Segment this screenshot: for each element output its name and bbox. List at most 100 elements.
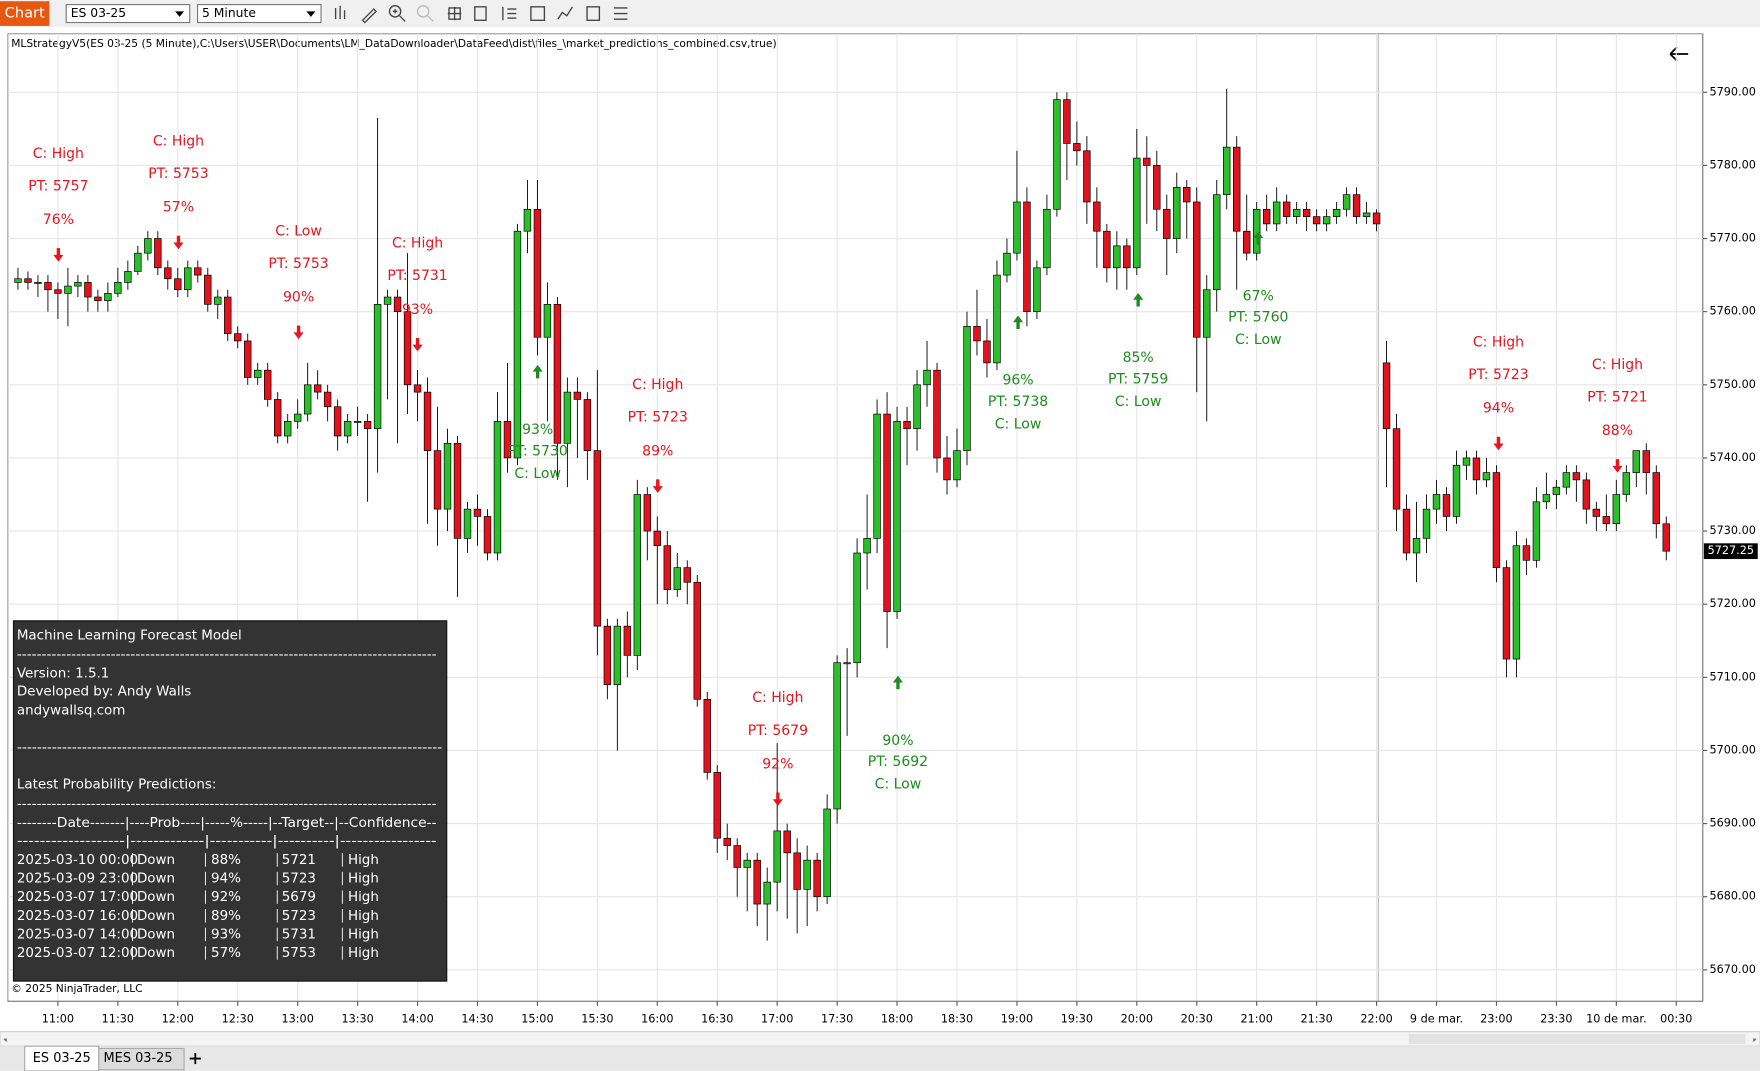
info-panel-text: Machine Learning Forecast Model --------… [17, 628, 443, 961]
candle-body [773, 830, 781, 883]
table-cell: 88% [211, 853, 241, 868]
x-tick-label: 12:00 [162, 1012, 194, 1025]
candle-body [643, 494, 652, 532]
candle-body [613, 625, 622, 685]
candle-body [563, 391, 572, 444]
candle-body [1302, 208, 1311, 217]
candle-body [333, 406, 342, 437]
annotation-text: C: Low [275, 223, 322, 239]
indicators-icon[interactable] [502, 6, 517, 21]
candle-body [134, 252, 142, 272]
table-cell: 94% [211, 872, 241, 887]
candle-body [1083, 150, 1091, 203]
add-tab[interactable] [189, 1052, 201, 1065]
candle-body [1252, 208, 1261, 254]
templates-icon[interactable] [586, 6, 601, 21]
table-cell: 2025-03-10 00:00 [17, 853, 138, 868]
candle-body [1442, 494, 1451, 517]
x-tick-label: 18:30 [941, 1012, 973, 1025]
candle-body [793, 852, 801, 890]
candle-body [973, 325, 981, 342]
candle-body [1193, 201, 1201, 338]
tab-active[interactable] [24, 1045, 100, 1071]
y-tick-label: 5750.00 [1709, 378, 1755, 391]
strategies-icon[interactable] [530, 6, 546, 21]
candle-body [1342, 194, 1351, 210]
candle-body [1093, 201, 1101, 232]
candle-body [833, 662, 841, 810]
candle-body [14, 278, 22, 283]
draw-icon[interactable] [361, 8, 377, 24]
crosshair-icon[interactable] [447, 6, 462, 21]
annotation-text: C: Low [1235, 332, 1282, 348]
scroll-thumb[interactable] [1408, 1033, 1746, 1044]
interval-select[interactable] [196, 4, 322, 24]
time-axis: 11:00 11:30 12:00 12:30 13:00 13:30 14:00 14:30… [42, 1001, 1692, 1025]
table-cell: 93% [211, 927, 241, 942]
annotation-text: 88% [1602, 423, 1633, 439]
candle-body [1362, 212, 1371, 217]
candle-body [1173, 187, 1181, 239]
candle-body [493, 421, 502, 554]
candle-body [124, 271, 132, 283]
table-header: --------Date-------|----Prob----|-----%-… [17, 816, 437, 831]
candle-body [34, 282, 42, 284]
annotation-text: C: High [392, 236, 443, 252]
zoom-out-icon[interactable] [416, 5, 430, 18]
candle-body [54, 289, 62, 294]
annotation-text: C: High [752, 690, 803, 706]
properties-icon[interactable] [474, 6, 487, 21]
candle-body [963, 325, 971, 451]
bars-icon[interactable] [334, 5, 346, 20]
candle-body [883, 413, 891, 612]
candle-body [1003, 252, 1011, 276]
chart-button[interactable] [0, 1, 50, 26]
candle-body [1133, 157, 1141, 269]
candle-body [853, 552, 861, 664]
candle-body [813, 859, 821, 898]
candle-body [1103, 230, 1111, 269]
annotation-text: C: Low [1115, 394, 1162, 410]
candle-body [1392, 428, 1401, 510]
tab[interactable] [98, 1047, 185, 1071]
annotation-text: PT: 5738 [988, 394, 1048, 410]
menu-icon[interactable] [613, 7, 628, 20]
candle-body [553, 304, 562, 444]
candle-body [1312, 216, 1321, 225]
annotation-text: 76% [43, 212, 74, 228]
table-cell: 5753 [282, 946, 316, 961]
candle-body [413, 384, 422, 393]
annotations: C: High PT: 5757 76% C: High PT: 5753 57% C: L… [28, 134, 1648, 807]
x-tick-label: 13:00 [282, 1012, 314, 1025]
annotation-text: 92% [762, 756, 793, 772]
candle-body [64, 285, 72, 294]
table-cell: 92% [211, 890, 241, 905]
arrow-down [1612, 459, 1623, 473]
candle-body [403, 311, 412, 386]
x-tick-label: 14:30 [461, 1012, 493, 1025]
candle-body [933, 369, 941, 459]
y-tick-label: 5760.00 [1709, 305, 1755, 318]
panel-rule: ----------------------------------------… [17, 741, 443, 756]
annotation-text: 67% [1243, 288, 1274, 304]
table-cell: High [348, 946, 379, 961]
copyright: © 2025 NinjaTrader, LLC [11, 982, 142, 995]
instrument-select[interactable] [65, 4, 191, 24]
candle-body [433, 450, 442, 510]
candle-body [473, 508, 482, 517]
candle-body [783, 830, 791, 854]
candle-body [1472, 457, 1481, 481]
panel-developer: Developed by: Andy Walls [17, 685, 191, 700]
info-panel [12, 620, 448, 982]
annotation-text: PT: 5730 [507, 443, 567, 459]
analysis-icon[interactable] [557, 6, 574, 20]
candle-body [513, 230, 522, 459]
candle-body [1412, 538, 1421, 554]
zoom-in-icon[interactable] [388, 5, 402, 18]
annotation-text: C: High [632, 377, 683, 393]
candle-body [1612, 494, 1621, 525]
x-tick-label: 23:30 [1540, 1012, 1572, 1025]
candle-body [1183, 187, 1191, 203]
candle-body [383, 296, 392, 305]
